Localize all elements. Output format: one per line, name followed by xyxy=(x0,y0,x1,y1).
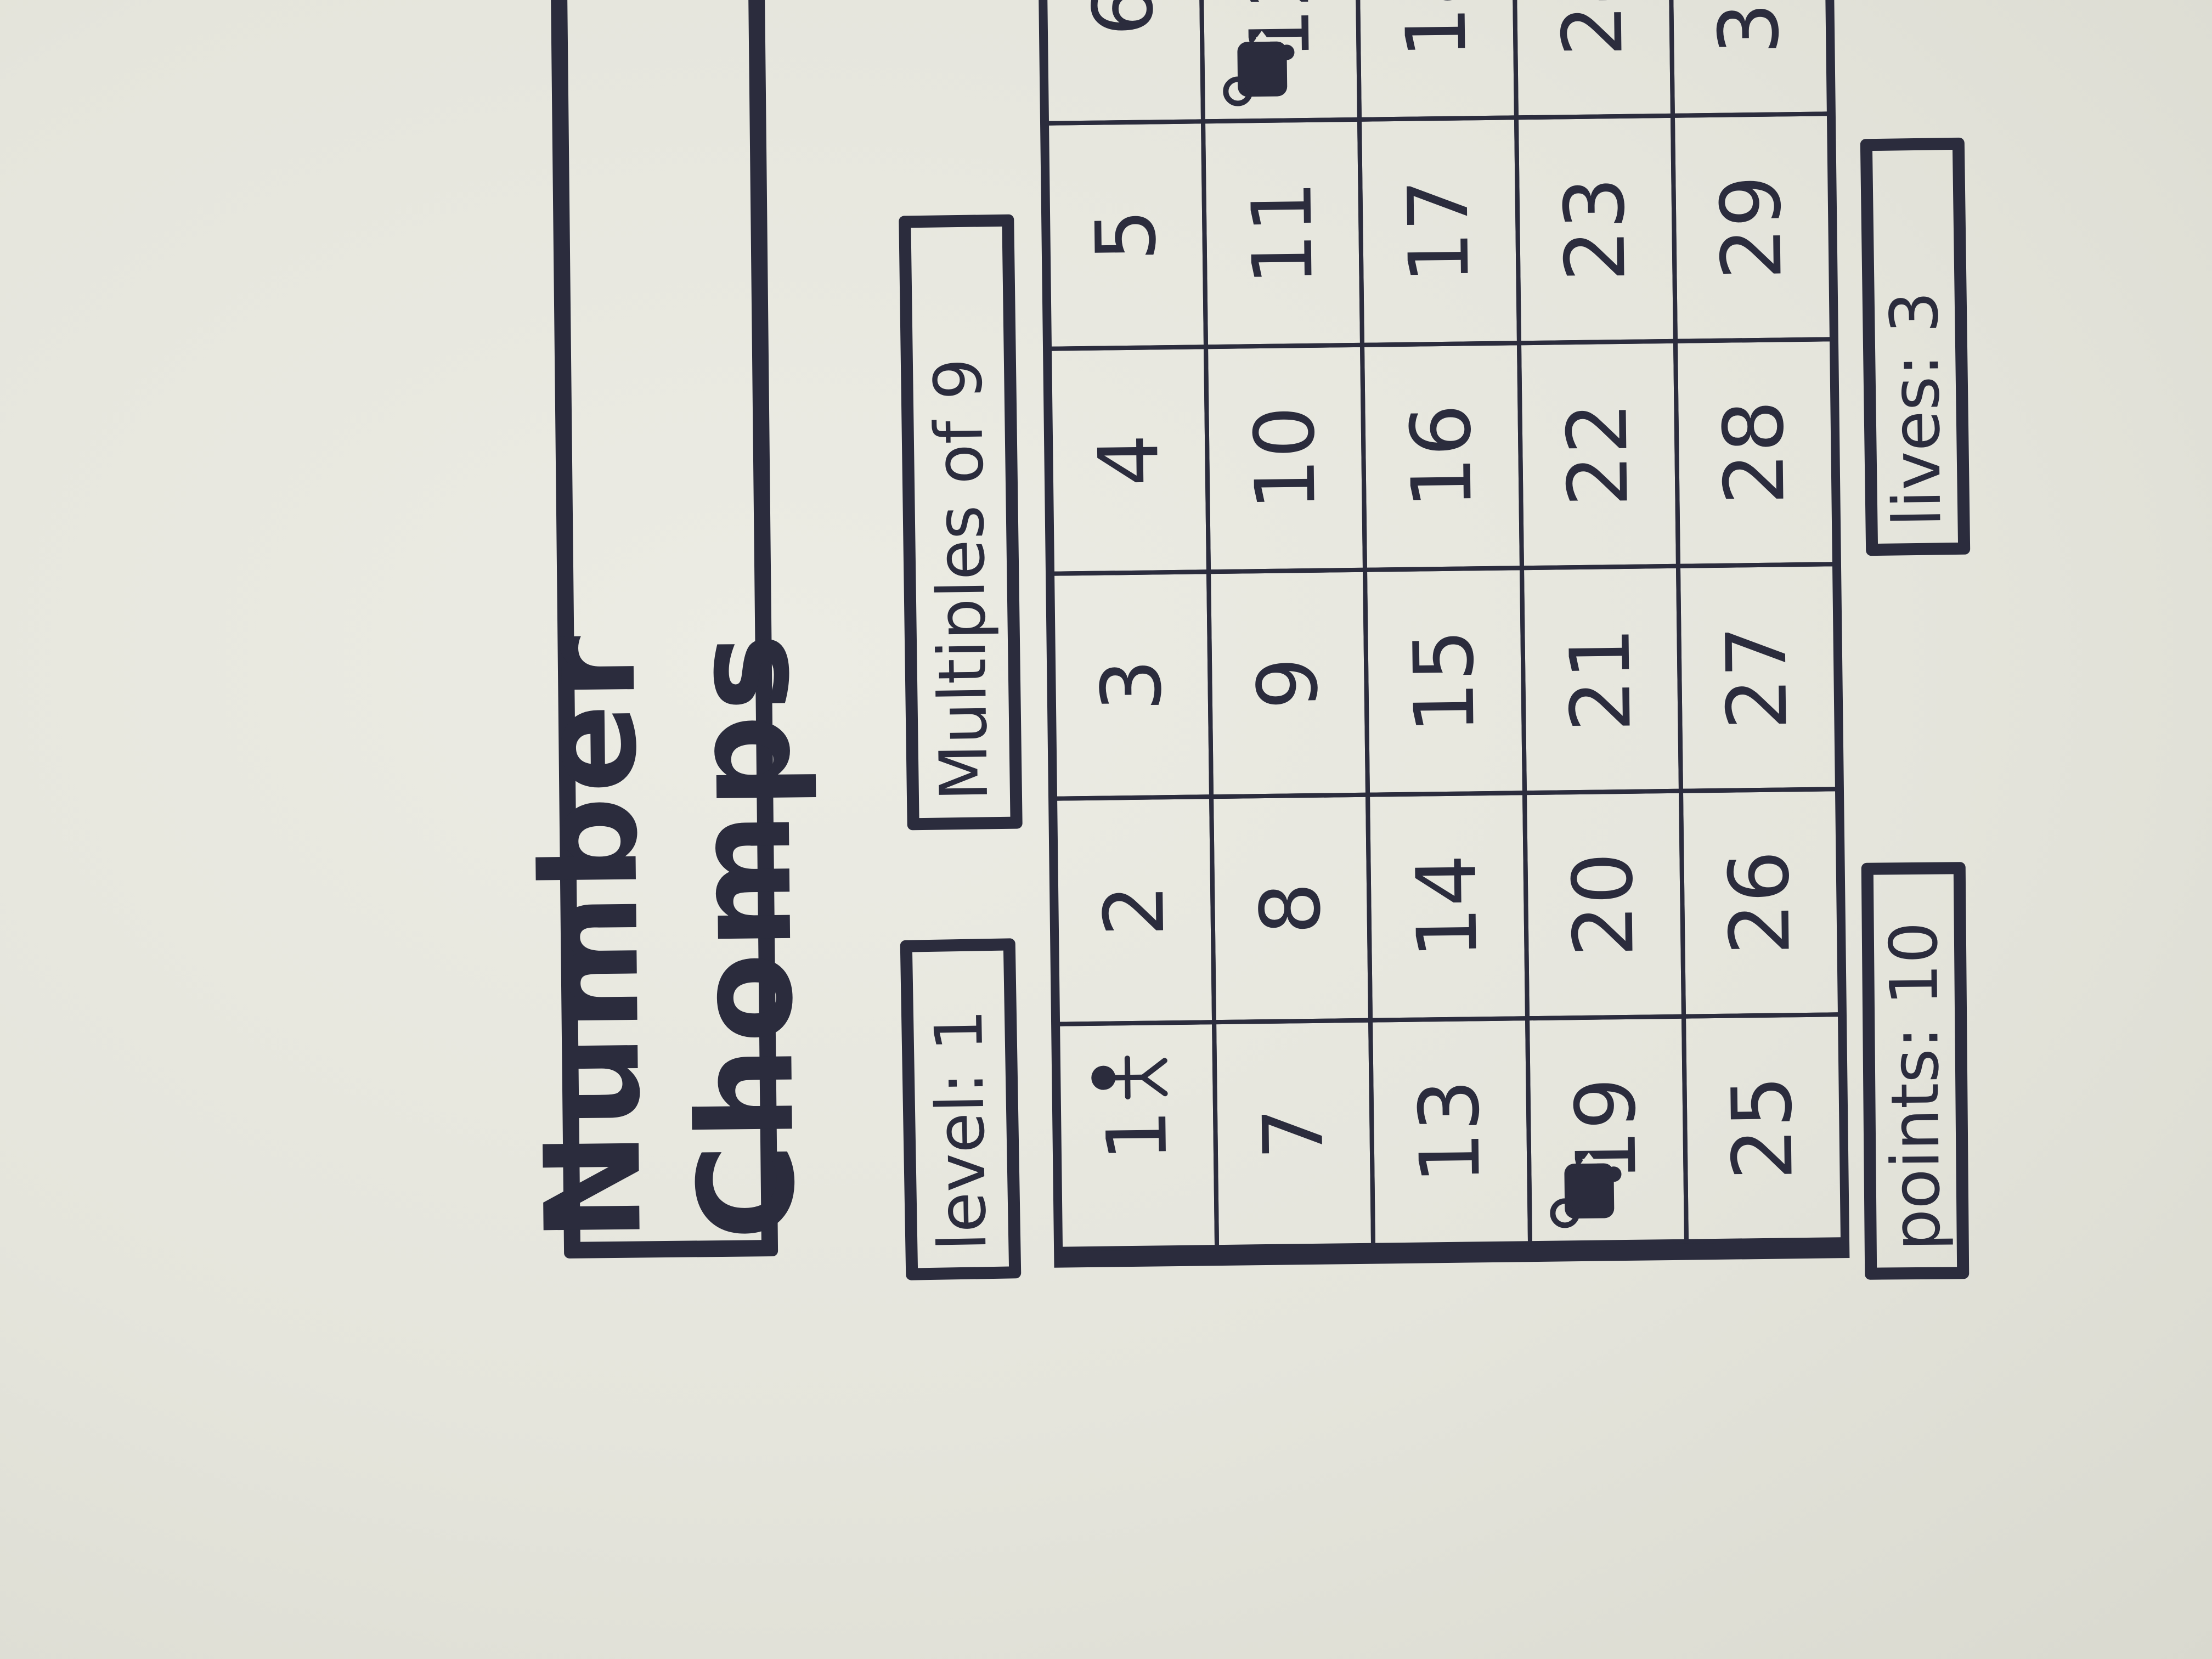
cell-number: 4 xyxy=(1081,433,1177,487)
game-title: Number Chomps xyxy=(511,629,825,1243)
level-label: level: 1 xyxy=(921,1008,1001,1252)
cell-number: 21 xyxy=(1553,627,1650,733)
grid-cell[interactable]: 24 xyxy=(1511,0,1675,120)
cell-number: 6 xyxy=(1075,0,1172,37)
goal-label: Multiples of 9 xyxy=(920,357,1003,802)
grid-cell[interactable]: 4 xyxy=(1047,344,1211,576)
grid-cell[interactable]: 23 xyxy=(1514,114,1678,346)
grid-cell[interactable]: 12 xyxy=(1198,0,1362,124)
cell-number: 25 xyxy=(1714,1075,1812,1181)
grid-cell[interactable]: 9 xyxy=(1206,567,1370,799)
grid-cell[interactable]: 29 xyxy=(1670,111,1834,343)
grid-cell[interactable]: 6 xyxy=(1041,0,1206,126)
grid-cell[interactable]: 26 xyxy=(1678,787,1843,1019)
grid-cell[interactable]: 28 xyxy=(1673,336,1837,568)
points-indicator: points: 10 xyxy=(1861,862,1970,1280)
goal-indicator: Multiples of 9 xyxy=(899,214,1023,831)
cell-number: 13 xyxy=(1402,1079,1499,1185)
cell-number: 11 xyxy=(1234,180,1331,286)
cell-number: 27 xyxy=(1709,624,1807,731)
cell-number: 7 xyxy=(1245,1107,1342,1161)
cell-number: 22 xyxy=(1550,401,1647,507)
grid-cell[interactable]: 7 xyxy=(1212,1018,1376,1250)
grid-cell[interactable]: 19 xyxy=(1525,1014,1689,1246)
cell-number: 24 xyxy=(1544,0,1641,58)
grid-cell[interactable]: 18 xyxy=(1355,0,1519,122)
grid-cell[interactable]: 25 xyxy=(1681,1012,1846,1244)
grid-cell[interactable]: 14 xyxy=(1365,791,1530,1023)
lives-label: lives: 3 xyxy=(1876,291,1956,527)
cell-number: 8 xyxy=(1243,882,1339,935)
level-indicator: level: 1 xyxy=(900,938,1022,1280)
cell-number: 30 xyxy=(1701,0,1798,55)
cell-number: 28 xyxy=(1706,399,1804,506)
cell-number: 3 xyxy=(1084,658,1180,712)
cell-number: 16 xyxy=(1393,403,1491,510)
grid-cell[interactable]: 13 xyxy=(1368,1015,1532,1248)
cell-number: 2 xyxy=(1086,883,1183,938)
cell-number: 20 xyxy=(1555,851,1652,958)
cell-number: 26 xyxy=(1712,850,1809,956)
title-banner: Number Chomps xyxy=(511,0,825,1259)
lives-indicator: lives: 3 xyxy=(1860,137,1971,556)
grid-cell[interactable]: 1 xyxy=(1056,1019,1220,1251)
grid-cell[interactable]: 2 xyxy=(1053,794,1217,1026)
stick-figure-player-icon[interactable] xyxy=(1088,1047,1171,1108)
grid-cell[interactable]: 11 xyxy=(1201,117,1365,349)
grid-cell[interactable]: 3 xyxy=(1050,569,1214,802)
grid-cell[interactable]: 27 xyxy=(1675,562,1840,794)
cell-number: 29 xyxy=(1703,174,1801,281)
cell-number: 15 xyxy=(1396,628,1493,735)
cell-number: 9 xyxy=(1240,656,1336,710)
grid-cell[interactable]: 15 xyxy=(1363,566,1527,798)
grid-cell[interactable]: 8 xyxy=(1209,793,1373,1024)
cell-number: 1 xyxy=(1089,1108,1186,1163)
cell-number: 23 xyxy=(1547,176,1644,283)
grid-cell[interactable]: 21 xyxy=(1519,563,1683,795)
cell-number: 14 xyxy=(1399,853,1496,960)
points-label: points: 10 xyxy=(1876,921,1955,1251)
cell-number: 5 xyxy=(1078,208,1175,262)
grid-cell[interactable]: 16 xyxy=(1360,340,1524,572)
cell-number: 17 xyxy=(1391,178,1488,285)
chomper-enemy-icon[interactable] xyxy=(1221,31,1299,109)
grid-cell[interactable]: 30 xyxy=(1667,0,1831,119)
cell-number: 18 xyxy=(1388,0,1485,59)
grid-cell[interactable]: 5 xyxy=(1044,119,1209,351)
number-grid: 1 2 3 4 5 6 7 8 9 10 11 12 13 14 15 16 17 18 19 20 21 22 23 24 2… xyxy=(1037,0,1850,1268)
grid-cell[interactable]: 17 xyxy=(1357,115,1521,347)
cell-number: 10 xyxy=(1237,405,1334,511)
grid-cell[interactable]: 10 xyxy=(1204,342,1368,574)
grid-cell[interactable]: 22 xyxy=(1516,338,1680,571)
grid-cell[interactable]: 20 xyxy=(1522,789,1686,1020)
chomper-enemy-icon[interactable] xyxy=(1548,1152,1626,1230)
